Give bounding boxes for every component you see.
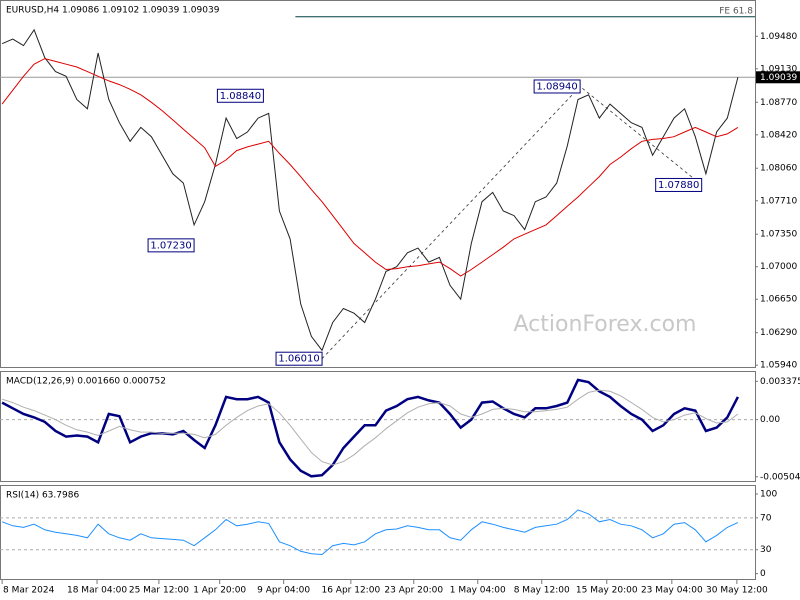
panel-frame — [0, 485, 756, 580]
x-tick-label: 1 May 04:00 — [450, 586, 506, 596]
watermark: ActionForex.com — [514, 312, 697, 337]
annotation-box — [655, 177, 703, 192]
x-tick-label: 25 Mar 12:00 — [129, 586, 189, 596]
x-tick-label: 1 Apr 20:00 — [193, 586, 246, 596]
y-tick-label: 0.003375 — [760, 377, 800, 387]
series-line — [1, 378, 740, 478]
series-line — [1, 389, 739, 466]
y-tick-label: 1.08060 — [760, 164, 797, 174]
x-tick-label: 18 Mar 04:00 — [67, 586, 127, 596]
y-tick-label: 1.06650 — [760, 295, 797, 305]
x-tick-label: 23 May 04:00 — [641, 586, 703, 596]
x-tick-label: 30 May 12:00 — [706, 586, 768, 596]
series-line — [1, 28, 739, 352]
annotation-label: 1.07230 — [150, 240, 191, 251]
annotation-label: 1.07880 — [658, 180, 699, 191]
current-price-box — [756, 71, 800, 84]
y-tick-label: 1.07710 — [760, 196, 797, 206]
y-tick-label: 1.08770 — [760, 98, 797, 108]
fe-label: FE 61.8 — [719, 6, 753, 16]
annotation-box — [533, 79, 581, 94]
current-price-label: 1.09039 — [760, 73, 797, 83]
annotation-label: 1.08840 — [220, 91, 261, 102]
annotation-box — [147, 238, 195, 253]
x-tick-label: 9 Apr 04:00 — [257, 586, 310, 596]
x-tick-label: 16 Apr 12:00 — [321, 586, 380, 596]
y-tick-label: 30 — [760, 545, 772, 555]
y-tick-label: 1.08420 — [760, 130, 797, 140]
y-tick-label: 0 — [760, 569, 766, 579]
panel-frame — [0, 0, 756, 368]
y-tick-label: 0.00 — [760, 415, 780, 425]
x-tick-label: 15 May 20:00 — [576, 586, 638, 596]
y-tick-label: 1.09480 — [760, 32, 797, 42]
series-line — [1, 509, 739, 556]
y-tick-label: 1.06290 — [760, 328, 797, 338]
annotation-label: 1.06010 — [278, 354, 319, 365]
y-tick-label: 70 — [760, 513, 772, 523]
y-tick-label: 1.05940 — [760, 361, 797, 371]
series-line — [1, 58, 739, 277]
y-tick-label: 1.07350 — [760, 230, 797, 240]
x-tick-label: 8 Mar 2024 — [3, 586, 55, 596]
annotation-label: 1.08940 — [536, 81, 577, 92]
y-tick-label: 1.09130 — [760, 64, 797, 74]
panel-title: EURUSD,H4 1.09086 1.09102 1.09039 1.0903… — [6, 6, 220, 16]
y-tick-label: 1.07000 — [760, 262, 797, 272]
panel-frame — [0, 371, 756, 482]
x-tick-label: 8 May 12:00 — [514, 586, 570, 596]
panel-title: RSI(14) 63.7986 — [6, 491, 79, 501]
annotation-box — [216, 88, 264, 103]
y-tick-label: 100 — [760, 489, 777, 499]
y-tick-label: -0.00504 — [760, 472, 800, 482]
annotation-box — [275, 351, 323, 366]
panel-title: MACD(12,26,9) 0.001660 0.000752 — [6, 377, 166, 387]
x-tick-label: 23 Apr 20:00 — [384, 586, 443, 596]
